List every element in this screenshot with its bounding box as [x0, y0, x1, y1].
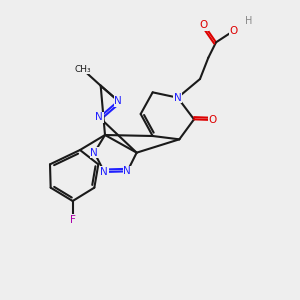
- Text: N: N: [100, 167, 108, 177]
- Text: H: H: [244, 16, 252, 26]
- Text: N: N: [124, 166, 131, 176]
- Text: N: N: [174, 93, 182, 103]
- Text: O: O: [229, 26, 238, 36]
- Text: N: N: [115, 96, 122, 106]
- Text: CH₃: CH₃: [74, 65, 91, 74]
- Text: N: N: [95, 112, 103, 122]
- Text: F: F: [70, 215, 76, 225]
- Text: O: O: [208, 115, 217, 125]
- Text: O: O: [200, 20, 208, 30]
- Text: N: N: [91, 148, 98, 158]
